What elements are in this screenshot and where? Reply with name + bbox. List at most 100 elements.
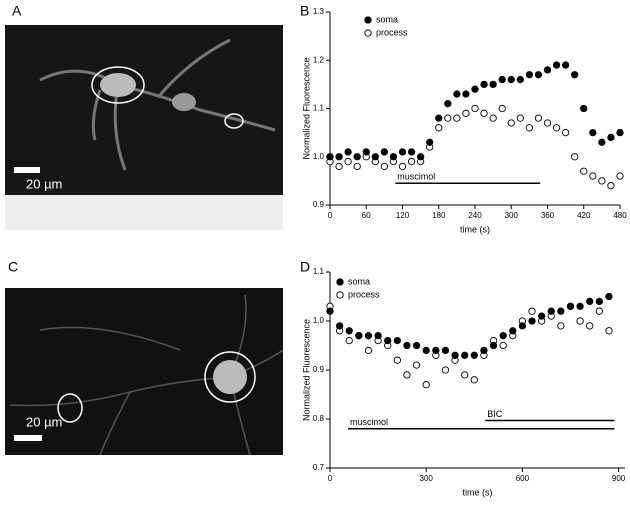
annotation-label: muscimol — [350, 417, 388, 427]
marker — [489, 341, 498, 350]
x-axis-label: time (s) — [460, 224, 490, 234]
marker — [498, 104, 506, 113]
neurites — [9, 294, 284, 456]
legend-label: soma — [376, 14, 398, 24]
marker — [393, 336, 401, 345]
marker — [605, 292, 613, 301]
marker — [552, 61, 561, 69]
marker — [335, 162, 343, 171]
x-tick-label: 120 — [396, 211, 410, 220]
marker — [398, 148, 407, 156]
micrograph — [5, 25, 283, 195]
marker — [571, 71, 579, 79]
panel-label: D — [300, 259, 310, 275]
marker — [509, 327, 517, 335]
marker — [364, 346, 373, 355]
marker — [471, 104, 479, 113]
marker — [547, 307, 555, 315]
marker — [598, 177, 606, 185]
marker — [471, 85, 479, 93]
marker — [561, 128, 570, 137]
y-axis-label: Normalized Fluorescence — [301, 319, 311, 421]
marker — [518, 322, 527, 330]
marker — [416, 153, 425, 161]
x-tick-label: 0 — [328, 211, 333, 220]
roi-soma — [204, 351, 256, 403]
marker — [462, 90, 470, 98]
cell-body — [172, 93, 196, 111]
marker — [326, 307, 334, 315]
marker — [499, 332, 507, 340]
marker — [335, 322, 344, 330]
marker — [552, 124, 561, 132]
image-panel-c: C 20 µm — [5, 259, 284, 456]
marker — [461, 371, 469, 379]
marker — [353, 153, 361, 161]
y-tick-label: 0.8 — [313, 414, 325, 423]
marker — [480, 346, 488, 355]
marker — [607, 182, 615, 190]
marker — [432, 346, 440, 355]
marker — [516, 114, 524, 122]
marker — [566, 302, 575, 310]
marker — [607, 133, 615, 142]
legend-label: soma — [348, 276, 370, 286]
marker — [470, 351, 478, 359]
marker — [453, 114, 461, 122]
marker — [364, 332, 373, 340]
neurites — [39, 38, 276, 171]
marker — [345, 327, 353, 335]
marker — [470, 376, 478, 384]
soma-cell — [100, 73, 136, 97]
marker — [605, 327, 613, 335]
marker — [441, 346, 450, 355]
marker — [462, 109, 470, 117]
marker — [344, 148, 352, 156]
marker — [580, 104, 588, 113]
marker — [557, 307, 565, 315]
legend-label: process — [348, 289, 380, 299]
marker — [525, 71, 534, 79]
marker — [444, 100, 452, 108]
marker — [507, 75, 515, 84]
scale-bar — [14, 167, 40, 173]
marker — [480, 80, 488, 89]
scale-bar-label: 20 µm — [26, 176, 62, 191]
x-tick-label: 300 — [505, 211, 519, 220]
chart: D 0.7 0.8 0.9 1.0 1.1 0 300 600 900 time (s) Normal… — [300, 259, 626, 498]
scale-bar — [14, 435, 42, 441]
marker — [576, 317, 584, 325]
roi-process — [224, 113, 244, 129]
marker — [453, 90, 461, 98]
y-tick-label: 1.1 — [313, 104, 325, 113]
y-tick-label: 1.3 — [313, 7, 325, 16]
marker — [374, 332, 382, 340]
y-tick-label: 1.1 — [313, 267, 325, 276]
marker — [441, 366, 450, 374]
image-panel-a: A 20 µm — [5, 3, 283, 230]
marker — [407, 148, 416, 156]
marker — [561, 61, 570, 69]
marker — [595, 297, 603, 306]
marker — [598, 138, 606, 146]
marker — [557, 322, 565, 330]
y-tick-label: 0.7 — [313, 463, 325, 472]
marker — [595, 307, 603, 315]
marker — [389, 153, 398, 161]
marker — [435, 124, 443, 132]
marker — [498, 75, 506, 84]
legend-marker — [364, 29, 372, 37]
x-tick-label: 480 — [613, 211, 627, 220]
x-tick-label: 900 — [612, 474, 626, 483]
marker — [576, 302, 584, 310]
marker — [326, 153, 334, 161]
y-tick-label: 0.9 — [313, 365, 325, 374]
marker — [461, 351, 469, 359]
marker — [384, 336, 392, 345]
marker — [426, 138, 434, 146]
x-tick-label: 420 — [577, 211, 591, 220]
legend-label: process — [376, 27, 408, 37]
marker — [380, 148, 389, 156]
panel-label: B — [300, 3, 309, 19]
